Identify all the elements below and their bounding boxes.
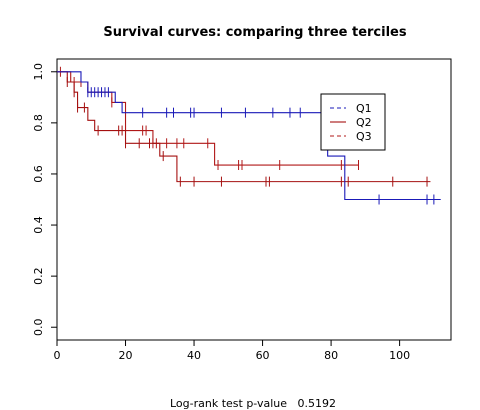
curve-q2 [57, 71, 431, 183]
plot-frame [56, 58, 452, 341]
y-tick-label: 0.6 [32, 165, 45, 183]
curve-q1 [57, 71, 441, 201]
x-tick-label: 0 [54, 349, 61, 362]
y-tick-label: 0.8 [32, 114, 45, 132]
curve-q3 [57, 71, 359, 166]
series-q2 [57, 71, 431, 187]
series-q3 [57, 66, 359, 171]
y-tick-label: 0.2 [32, 267, 45, 285]
x-tick-label: 100 [389, 349, 410, 362]
legend-label-q2: Q2 [356, 116, 372, 129]
y-axis: 0.0 0.2 0.4 0.6 0.8 1.0 [32, 63, 57, 336]
chart-title: Survival curves: comparing three tercile… [103, 25, 406, 40]
x-tick-label: 40 [187, 349, 201, 362]
x-tick-label: 60 [256, 349, 270, 362]
x-tick-label: 20 [119, 349, 133, 362]
series-layer [57, 66, 441, 205]
x-axis: 0 20 40 60 80 100 [54, 340, 410, 362]
x-tick-label: 80 [324, 349, 338, 362]
y-tick-label: 1.0 [32, 63, 45, 81]
y-tick-label: 0.4 [32, 216, 45, 234]
logrank-pvalue: Log-rank test p-value 0.5192 [170, 397, 336, 410]
y-tick-label: 0.0 [32, 318, 45, 336]
legend-label-q3: Q3 [356, 130, 372, 143]
series-q1 [57, 71, 441, 205]
legend-label-q1: Q1 [356, 102, 372, 115]
